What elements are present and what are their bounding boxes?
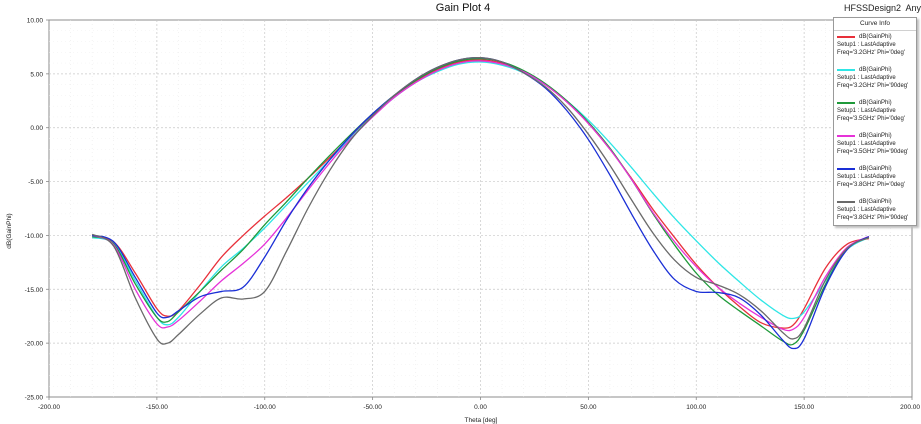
legend[interactable]: Curve Info dB(GainPhi) Setup1 : LastAdapt… — [833, 17, 917, 226]
legend-swatch — [837, 101, 855, 104]
legend-series-name: dB(GainPhi) — [859, 33, 892, 40]
legend-series-name: dB(GainPhi) — [859, 99, 892, 106]
x-tick-label: 0.00 — [474, 404, 487, 411]
x-tick-label: -100.00 — [254, 404, 276, 411]
legend-name-row: dB(GainPhi) — [837, 197, 913, 206]
y-tick-label: 0.00 — [30, 125, 43, 132]
legend-setup: Setup1 : LastAdaptive — [837, 174, 896, 180]
legend-series-name: dB(GainPhi) — [859, 66, 892, 73]
legend-entry-6[interactable]: dB(GainPhi) Setup1 : LastAdaptive Freq='3.… — [834, 196, 916, 229]
x-tick-label: -150.00 — [146, 404, 168, 411]
series-lines — [91, 56, 870, 350]
legend-series-name: dB(GainPhi) — [859, 198, 892, 205]
series-line-1 — [92, 59, 870, 329]
legend-setup: Setup1 : LastAdaptive — [837, 141, 896, 147]
chart-title: Gain Plot 4 — [436, 2, 490, 14]
legend-entries: dB(GainPhi) Setup1 : LastAdaptive Freq='3.… — [834, 31, 916, 229]
series-line-6 — [91, 56, 870, 345]
legend-setup: Setup1 : LastAdaptive — [837, 207, 896, 213]
y-tick-label: -15.00 — [25, 287, 44, 294]
legend-setup: Setup1 : LastAdaptive — [837, 108, 896, 114]
legend-entry-3[interactable]: dB(GainPhi) Setup1 : LastAdaptive Freq='3.… — [834, 97, 916, 130]
series-line-3 — [91, 58, 870, 346]
x-tick-label: 200.00 — [900, 404, 920, 411]
x-tick-label: -200.00 — [38, 404, 60, 411]
x-tick-label: -50.00 — [363, 404, 382, 411]
legend-swatch — [837, 200, 855, 203]
legend-freq: Freq='3.8GHz' Phi='90deg' — [837, 215, 909, 221]
legend-series-name: dB(GainPhi) — [859, 132, 892, 139]
y-tick-label: -20.00 — [25, 341, 44, 348]
y-tick-label: -25.00 — [25, 395, 44, 402]
y-axis-ticks: 10.00 5.00 0.00 -5.00 -10.00 -15.00 -20.00 -25.… — [25, 18, 49, 402]
design-name: HFSSDesign2 — [844, 3, 902, 13]
legend-name-row: dB(GainPhi) — [837, 98, 913, 107]
x-tick-label: 50.00 — [580, 404, 597, 411]
x-tick-label: 100.00 — [686, 404, 706, 411]
x-axis-label: Theta [deg] — [465, 417, 498, 424]
y-axis-label: dB(GainPhi) — [6, 213, 13, 248]
legend-setup: Setup1 : LastAdaptive — [837, 75, 896, 81]
legend-swatch — [837, 134, 855, 137]
legend-series-name: dB(GainPhi) — [859, 165, 892, 172]
series-line-2 — [91, 61, 870, 326]
y-tick-label: 10.00 — [27, 18, 44, 25]
legend-entry-1[interactable]: dB(GainPhi) Setup1 : LastAdaptive Freq='3.… — [834, 31, 916, 64]
legend-name-row: dB(GainPhi) — [837, 32, 913, 41]
x-tick-label: 150.00 — [794, 404, 814, 411]
legend-freq: Freq='3.2GHz' Phi='0deg' — [837, 50, 905, 56]
legend-swatch — [837, 35, 855, 38]
legend-swatch — [837, 167, 855, 170]
legend-swatch — [837, 68, 855, 71]
y-tick-label: -5.00 — [28, 179, 43, 186]
legend-entry-5[interactable]: dB(GainPhi) Setup1 : LastAdaptive Freq='3.… — [834, 163, 916, 196]
y-tick-label: 5.00 — [30, 71, 43, 78]
legend-freq: Freq='3.5GHz' Phi='90deg' — [837, 149, 909, 155]
legend-title: Curve Info — [834, 18, 916, 31]
app-name: Any — [905, 3, 921, 13]
legend-name-row: dB(GainPhi) — [837, 131, 913, 140]
legend-freq: Freq='3.8GHz' Phi='0deg' — [837, 182, 905, 188]
legend-entry-2[interactable]: dB(GainPhi) Setup1 : LastAdaptive Freq='3.… — [834, 64, 916, 97]
x-axis-ticks: -200.00 -150.00 -100.00 -50.00 0.00 50.00 100.… — [38, 397, 920, 411]
legend-freq: Freq='3.2GHz' Phi='90deg' — [837, 83, 909, 89]
design-header: HFSSDesign2 Any — [844, 3, 921, 13]
legend-setup: Setup1 : LastAdaptive — [837, 42, 896, 48]
y-tick-label: -10.00 — [25, 233, 44, 240]
legend-freq: Freq='3.5GHz' Phi='0deg' — [837, 116, 905, 122]
legend-name-row: dB(GainPhi) — [837, 164, 913, 173]
legend-entry-4[interactable]: dB(GainPhi) Setup1 : LastAdaptive Freq='3.… — [834, 130, 916, 163]
legend-name-row: dB(GainPhi) — [837, 65, 913, 74]
grid — [49, 20, 912, 397]
